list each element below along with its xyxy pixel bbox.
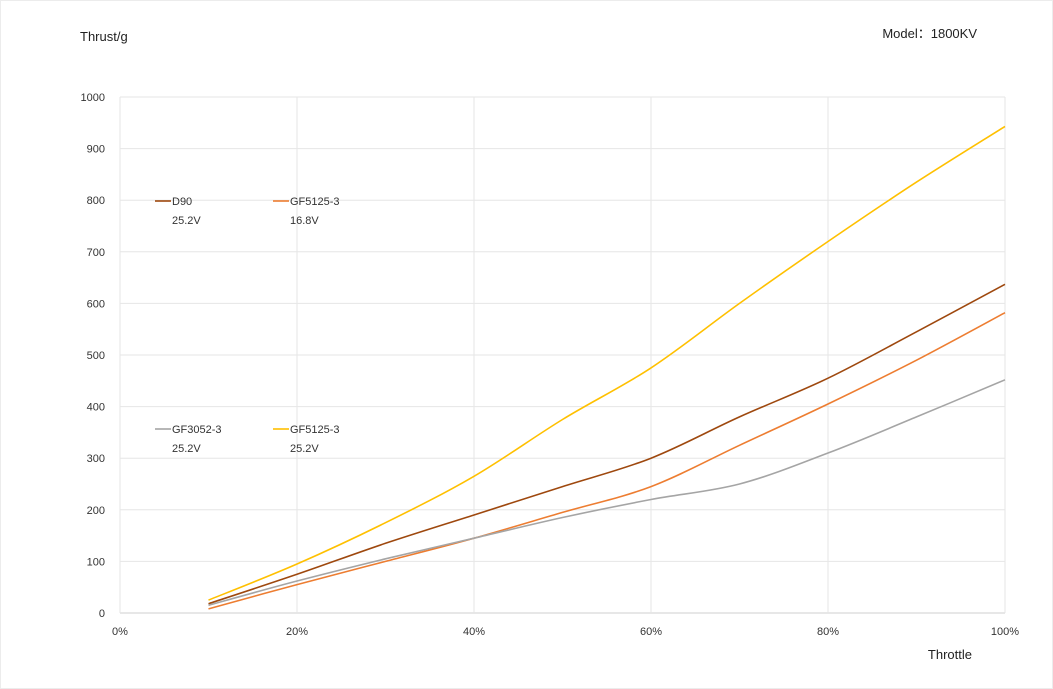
y-tick-label: 600 xyxy=(87,298,105,310)
series-lines xyxy=(208,125,1006,610)
y-tick-label: 500 xyxy=(87,350,105,362)
axes: 0 100 200 300 400 500 600 700 800 900 1000 0% 20% 40%… xyxy=(81,92,1020,638)
y-tick-label: 100 xyxy=(87,556,105,568)
legend-series-name: D90 xyxy=(172,196,192,208)
x-tick-label: 60% xyxy=(640,626,662,638)
x-tick-label: 100% xyxy=(991,626,1019,638)
series-line-gf3052-3-2 xyxy=(208,379,1006,607)
legend-item: GF5125-3 25.2V xyxy=(273,424,340,455)
legend-item: D90 25.2V xyxy=(155,196,201,227)
legend-item: GF5125-3 16.8V xyxy=(273,196,340,227)
legend-voltage-label: 16.8V xyxy=(290,215,319,227)
y-tick-label: 400 xyxy=(87,402,105,414)
x-tick-label: 20% xyxy=(286,626,308,638)
legend-voltage-label: 25.2V xyxy=(172,215,201,227)
series-line-d90-0 xyxy=(208,283,1006,605)
legend-series-name: GF5125-3 xyxy=(290,424,340,436)
y-tick-label: 900 xyxy=(87,144,105,156)
y-tick-label: 300 xyxy=(87,453,105,465)
legend-series-name: GF5125-3 xyxy=(290,196,340,208)
x-tick-label: 40% xyxy=(463,626,485,638)
legend-series-name: GF3052-3 xyxy=(172,424,222,436)
model-label: Model：1800KV xyxy=(882,26,977,41)
y-tick-label: 0 xyxy=(99,608,105,620)
legend-voltage-label: 25.2V xyxy=(290,443,319,455)
y-tick-label: 200 xyxy=(87,505,105,517)
legend-voltage-label: 25.2V xyxy=(172,443,201,455)
series-line-gf5125-3-3 xyxy=(208,125,1006,601)
x-tick-label: 80% xyxy=(817,626,839,638)
series-line-gf5125-3-1 xyxy=(208,311,1006,610)
x-tick-label: 0% xyxy=(112,626,128,638)
x-axis-title: Throttle xyxy=(928,647,972,662)
y-tick-label: 700 xyxy=(87,247,105,259)
y-axis-title: Thrust/g xyxy=(80,29,128,44)
grid xyxy=(119,96,1006,614)
legend-item: GF3052-3 25.2V xyxy=(155,424,222,455)
legend: D9025.2VGF5125-316.8VGF3052-325.2VGF5125… xyxy=(155,196,340,455)
y-tick-label: 1000 xyxy=(81,92,105,104)
y-tick-label: 800 xyxy=(87,195,105,207)
